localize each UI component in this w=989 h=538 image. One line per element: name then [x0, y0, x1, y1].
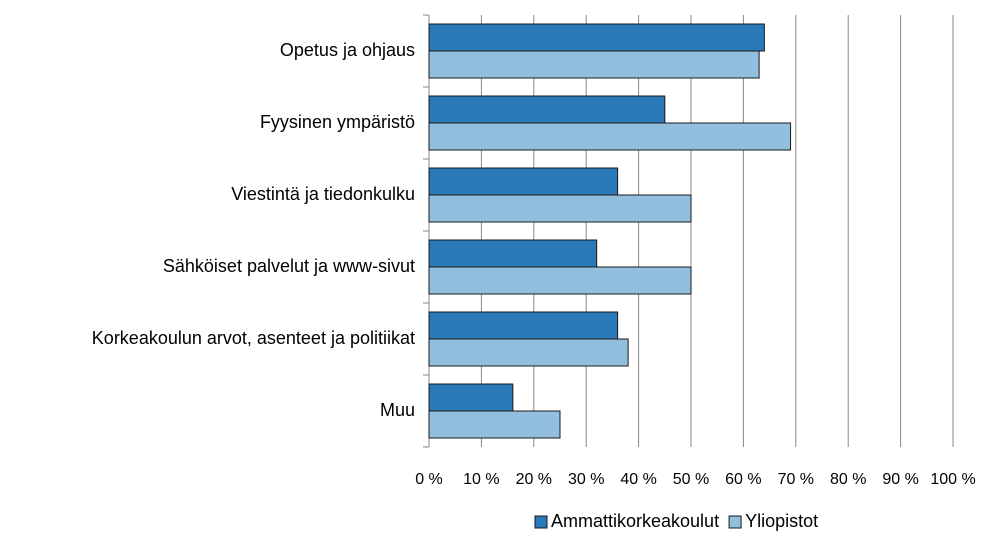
bar [428, 266, 692, 295]
x-tick-label: 90 % [882, 471, 918, 488]
y-tick-label: Korkeakoulun arvot, asenteet ja politiik… [92, 328, 415, 348]
x-tick-label: 40 % [620, 471, 656, 488]
x-tick-label: 60 % [725, 471, 761, 488]
bar [428, 95, 666, 124]
y-tick-label: Sähköiset palvelut ja www-sivut [163, 256, 415, 276]
bar [428, 194, 692, 223]
x-tick-label: 20 % [516, 471, 552, 488]
y-tick-label: Muu [380, 400, 415, 420]
bar [428, 122, 792, 151]
legend-swatch [534, 515, 548, 529]
y-tick-label: Fyysinen ympäristö [260, 112, 415, 132]
legend-swatch [728, 515, 742, 529]
bar [428, 167, 619, 196]
bar [428, 383, 514, 412]
x-tick-label: 80 % [830, 471, 866, 488]
bar [428, 338, 629, 367]
bar [428, 410, 561, 439]
bar [428, 50, 760, 79]
x-tick-label: 100 % [930, 471, 975, 488]
y-tick-label: Opetus ja ohjaus [280, 40, 415, 60]
x-tick-label: 30 % [568, 471, 604, 488]
y-tick-label: Viestintä ja tiedonkulku [231, 184, 415, 204]
bar [428, 23, 765, 52]
bar [428, 239, 598, 268]
x-tick-label: 10 % [463, 471, 499, 488]
x-tick-label: 0 % [415, 471, 443, 488]
x-tick-label: 70 % [778, 471, 814, 488]
legend-label: Ammattikorkeakoulut [551, 511, 719, 531]
x-tick-label: 50 % [673, 471, 709, 488]
bar [428, 311, 619, 340]
legend-label: Yliopistot [745, 511, 818, 531]
